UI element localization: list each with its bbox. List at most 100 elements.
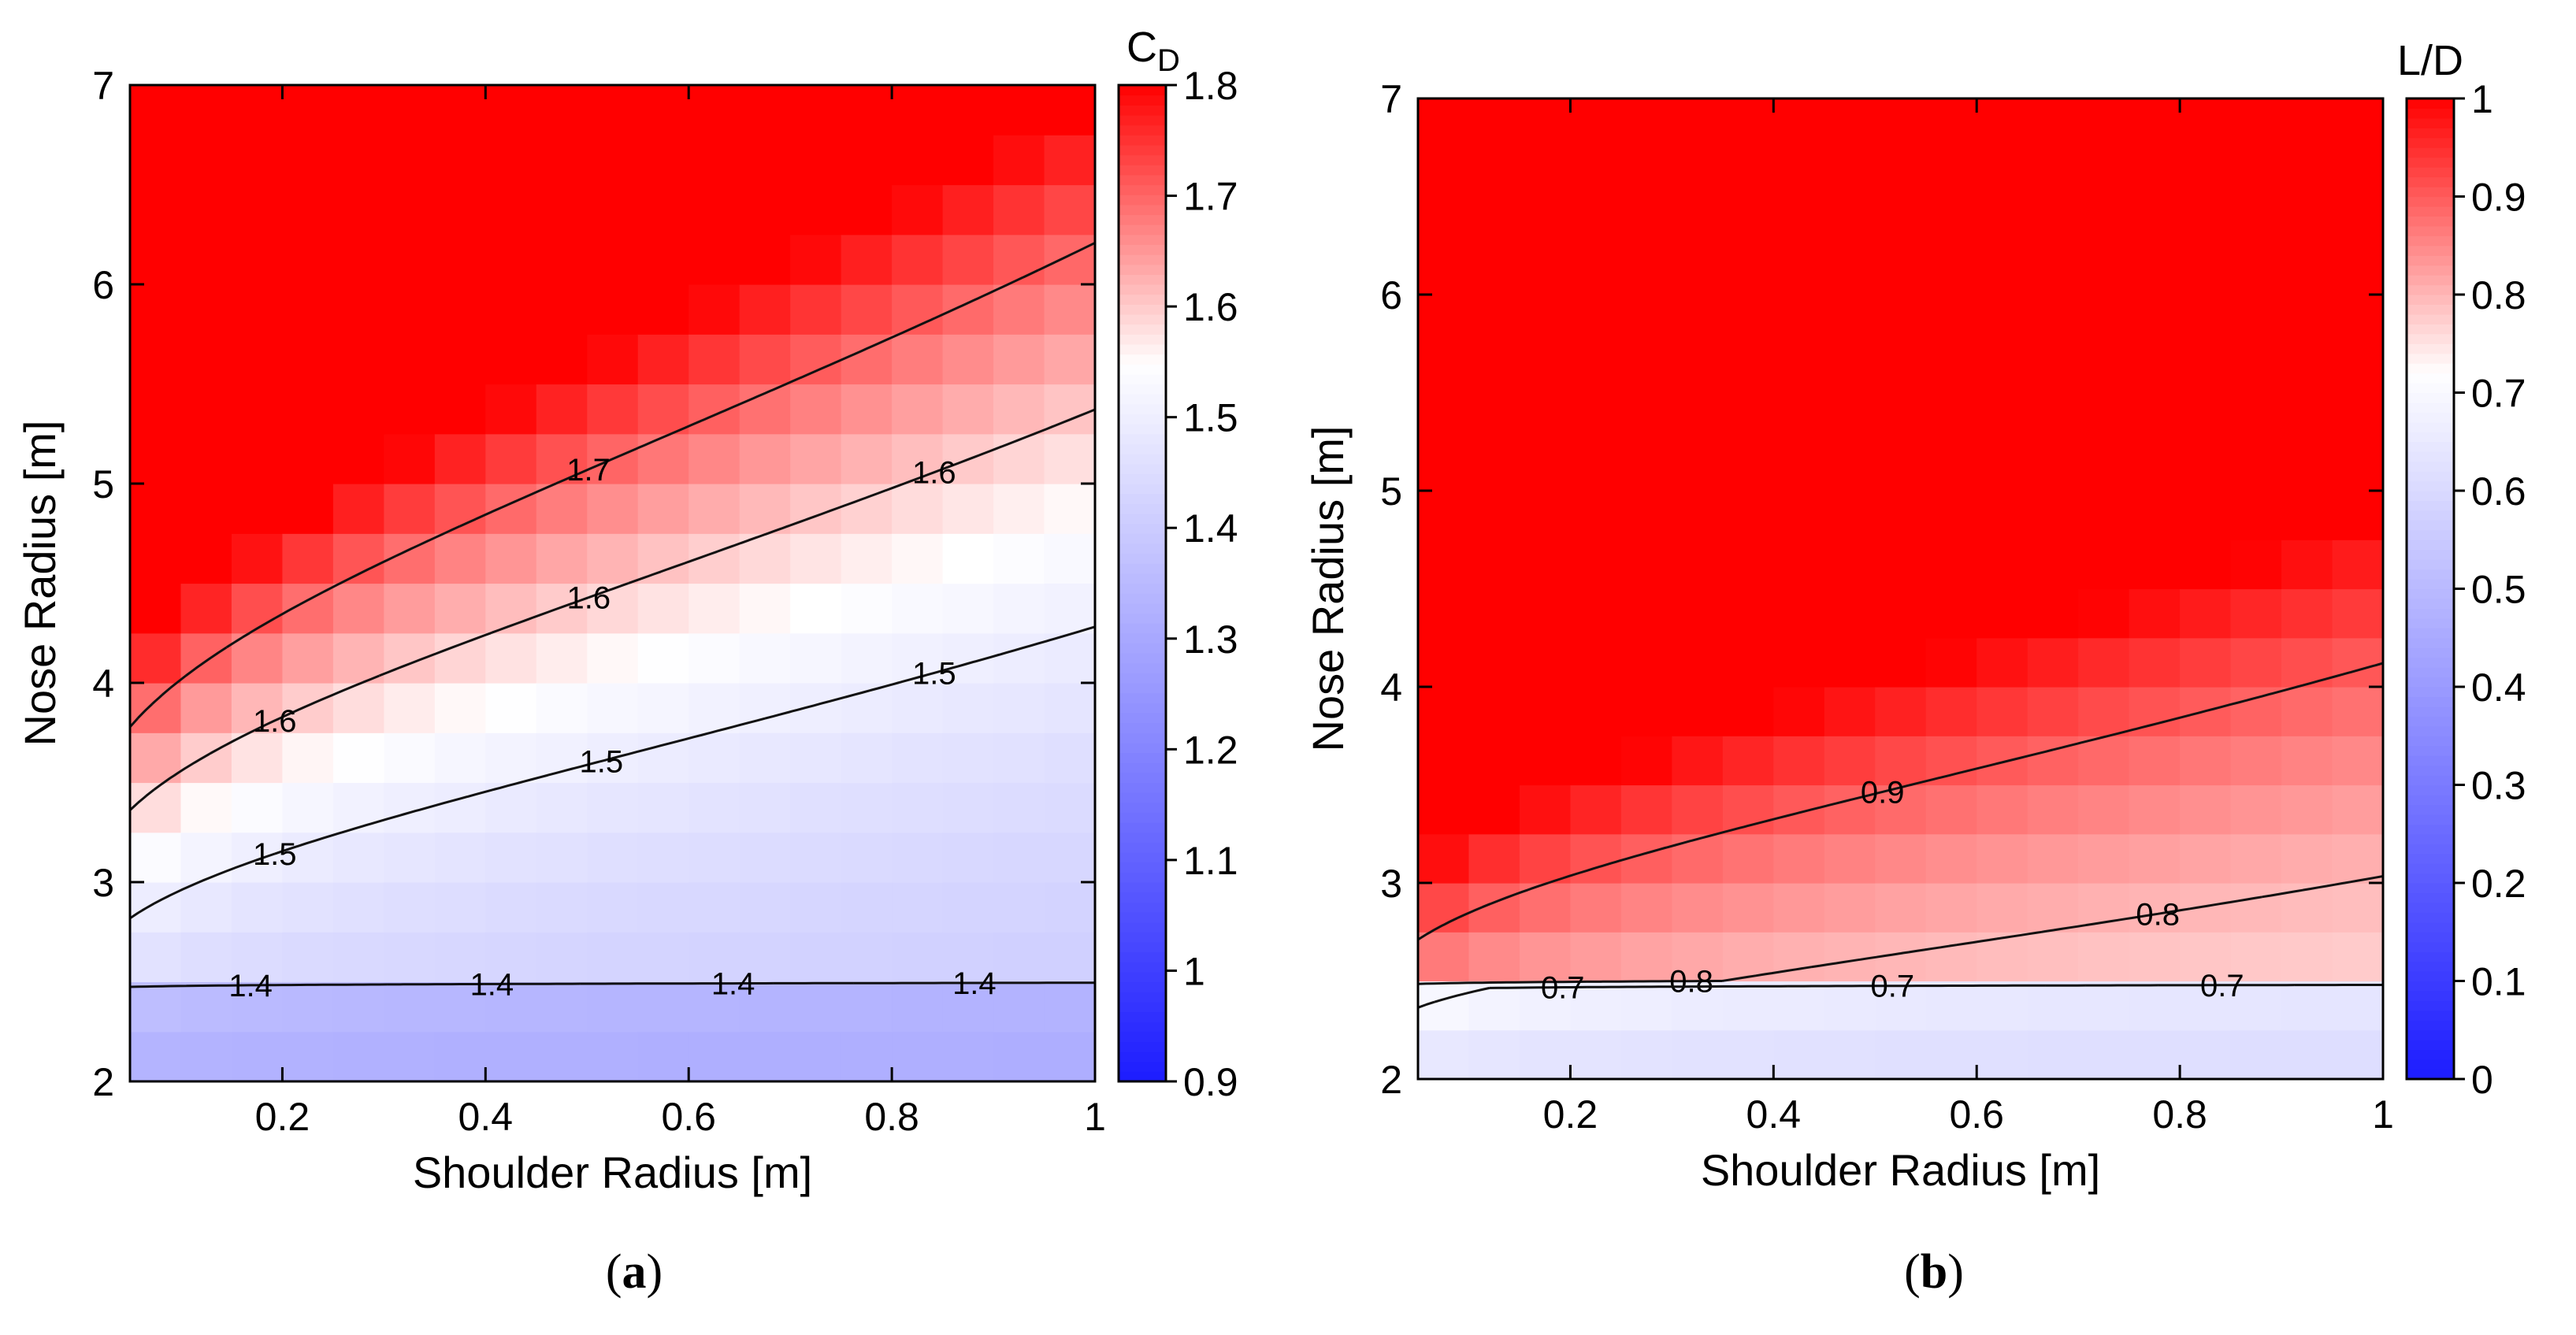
heatmap-cell: [892, 533, 944, 584]
heatmap-cell: [1875, 491, 1927, 540]
heatmap-cell: [1875, 588, 1927, 639]
heatmap-cell: [2281, 588, 2333, 639]
heatmap-cell: [384, 732, 436, 784]
colorbar-segment: [1119, 772, 1166, 784]
heatmap-cell: [993, 484, 1045, 534]
heatmap-cell: [2230, 295, 2282, 344]
heatmap-cell: [1570, 147, 1622, 198]
heatmap-cell: [2078, 540, 2130, 590]
heatmap-cell: [1722, 736, 1774, 786]
contour-label: 1.4: [952, 966, 997, 1001]
heatmap-cell: [536, 782, 588, 833]
heatmap-cell: [1672, 588, 1724, 639]
colorbar-segment: [2407, 333, 2454, 344]
plot-frame: [128, 83, 1097, 1083]
heatmap-cell: [790, 433, 842, 484]
heatmap-cell: [1824, 981, 1876, 1031]
heatmap-cell: [536, 882, 588, 933]
heatmap-cell: [1773, 588, 1825, 639]
colorbar-tick-label: 0.2: [2471, 862, 2526, 906]
heatmap-cell: [485, 1031, 537, 1082]
heatmap-cell: [841, 184, 893, 235]
heatmap-cell: [1570, 540, 1622, 590]
heatmap-cell: [587, 1031, 639, 1082]
colorbar-segment: [1119, 911, 1166, 923]
colorbar-segment: [1119, 842, 1166, 853]
heatmap-cell: [587, 334, 639, 385]
colorbar-segment: [2407, 295, 2454, 306]
heatmap-cell: [2230, 441, 2282, 491]
heatmap-cell: [2180, 491, 2232, 540]
heatmap-cell: [485, 184, 537, 235]
colorbar-segment: [1119, 433, 1166, 444]
heatmap-cell: [841, 135, 893, 186]
heatmap-cell: [180, 135, 232, 186]
heatmap-cell: [2332, 736, 2384, 786]
colorbar-segment: [1119, 792, 1166, 803]
heatmap-cell: [942, 932, 994, 983]
colorbar-segment: [2407, 421, 2454, 432]
heatmap-cell: [942, 882, 994, 933]
heatmap-cell: [1620, 441, 1672, 491]
heatmap-cell: [1875, 343, 1927, 394]
heatmap-cell: [282, 882, 334, 933]
heatmap-cell: [384, 234, 436, 285]
x-tick-label: 0.6: [661, 1095, 716, 1139]
heatmap-cell: [434, 932, 486, 983]
colorbar-segment: [1119, 882, 1166, 893]
colorbar-segment: [2407, 647, 2454, 658]
heatmap-cell: [790, 932, 842, 983]
heatmap-cell: [231, 85, 284, 135]
colorbar-segment: [2407, 187, 2454, 198]
heatmap-cell: [841, 85, 893, 135]
heatmap-cell: [180, 932, 232, 983]
heatmap-cell: [1672, 687, 1724, 736]
colorbar-segment: [2407, 491, 2454, 502]
heatmap-cell: [2027, 932, 2079, 982]
x-axis-label: Shoulder Radius [m]: [1701, 1145, 2100, 1195]
heatmap-cell: [231, 135, 284, 186]
colorbar-segment: [2407, 313, 2454, 324]
heatmap-cell: [332, 632, 384, 684]
heatmap-cell: [1519, 196, 1572, 247]
heatmap-cell: [689, 683, 741, 733]
heatmap-cell: [2129, 981, 2181, 1031]
heatmap-cell: [1418, 441, 1470, 491]
heatmap-cell: [689, 932, 741, 983]
heatmap-cell: [2027, 981, 2079, 1031]
heatmap-cell: [485, 632, 537, 684]
heatmap-cell: [637, 981, 689, 1033]
heatmap-cell: [2129, 98, 2181, 148]
colorbar-segment: [1119, 1051, 1166, 1062]
heatmap-cell: [2180, 245, 2232, 295]
heatmap-cell: [332, 135, 384, 186]
heatmap-cell: [790, 85, 842, 135]
colorbar-segment: [2407, 628, 2454, 639]
heatmap-cell: [1620, 883, 1672, 933]
heatmap-cell: [1570, 295, 1622, 344]
heatmap-cell: [993, 184, 1045, 235]
heatmap-cell: [1418, 1029, 1470, 1080]
colorbar-segment: [1119, 154, 1166, 165]
colorbar-segment: [1119, 413, 1166, 425]
colorbar-segment: [2407, 755, 2454, 766]
heatmap-cell: [587, 284, 639, 335]
heatmap-cell: [231, 384, 284, 435]
heatmap-cell: [384, 384, 436, 435]
heatmap-cell: [2281, 343, 2333, 394]
heatmap-cell: [841, 981, 893, 1033]
heatmap-cell: [282, 981, 334, 1033]
heatmap-cell: [2281, 98, 2333, 148]
y-tick-label: 6: [92, 263, 114, 307]
colorbar-segment: [2407, 255, 2454, 266]
heatmap-cell: [1468, 196, 1520, 247]
contour-label: 1.6: [566, 581, 611, 616]
heatmap-cell: [790, 632, 842, 684]
heatmap-cell: [180, 683, 232, 733]
colorbar-segment: [2407, 892, 2454, 903]
colorbar-segment: [1119, 195, 1166, 206]
contour-line: [129, 981, 1096, 988]
heatmap-cell: [282, 284, 334, 335]
heatmap-cell: [536, 284, 588, 335]
